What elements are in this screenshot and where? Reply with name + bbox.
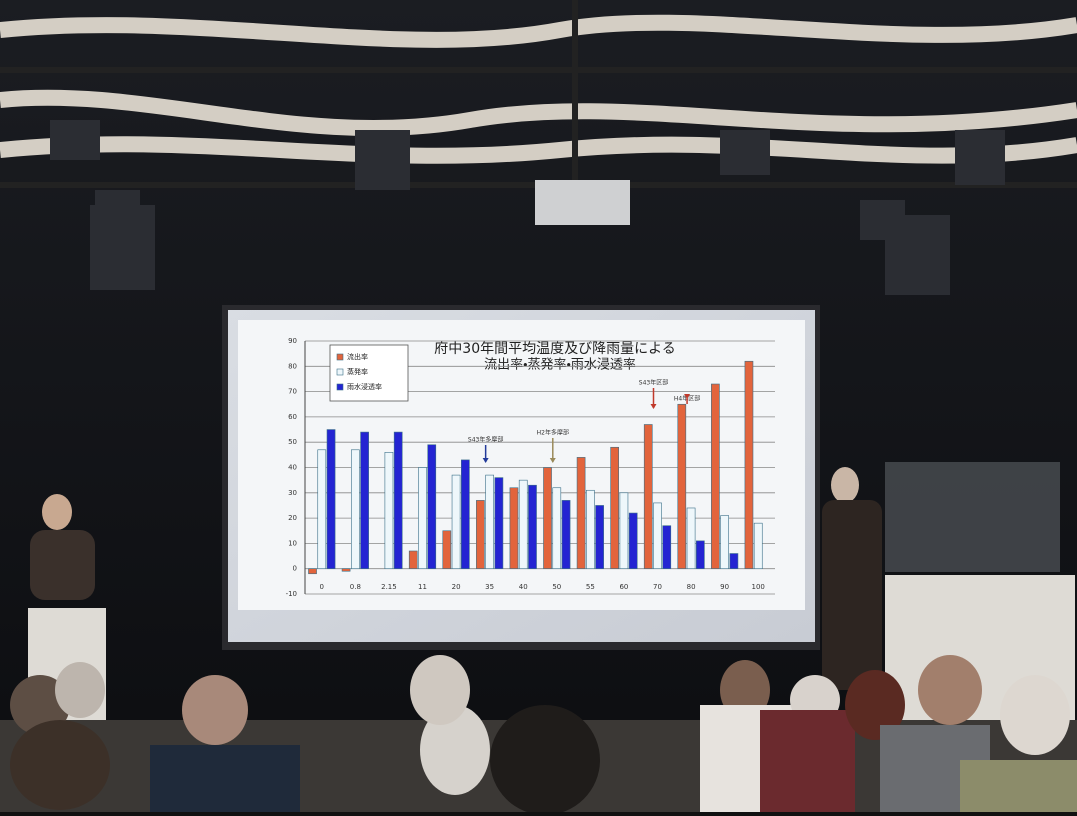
x-tick-label: 2.15 <box>381 583 397 591</box>
bar <box>553 488 561 569</box>
bar <box>577 457 585 568</box>
legend-label: 流出率 <box>347 352 368 361</box>
legend-label: 雨水浸透率 <box>347 382 382 391</box>
bar <box>361 432 369 569</box>
bar <box>452 475 460 569</box>
bar <box>678 404 686 568</box>
bar <box>394 432 402 569</box>
x-tick-label: 60 <box>619 583 628 591</box>
x-tick-label: 100 <box>752 583 765 591</box>
x-tick-label: 11 <box>418 583 427 591</box>
legend-label: 蒸発率 <box>347 367 368 376</box>
x-tick-label: 70 <box>653 583 662 591</box>
x-tick-label: 35 <box>485 583 494 591</box>
x-tick-label: 55 <box>586 583 595 591</box>
legend-swatch <box>337 369 343 375</box>
chart-title: 府中30年間平均温度及び降雨量による <box>434 341 675 357</box>
y-tick-label: 50 <box>288 438 297 446</box>
bar <box>696 541 704 569</box>
y-tick-label: 90 <box>288 337 297 345</box>
legend-swatch <box>337 354 343 360</box>
annotation: S43年多摩部 <box>468 436 503 444</box>
bar <box>562 500 570 568</box>
bar <box>663 526 671 569</box>
y-tick-label: -10 <box>286 590 297 598</box>
scene: 府中30年間平均温度及び降雨量による 流出率・蒸発率・雨水浸透率 -10 0 10 2… <box>0 0 1077 812</box>
y-tick-label: 10 <box>288 539 297 547</box>
bar <box>418 468 426 569</box>
bar <box>486 475 494 569</box>
annotation: S43年区部 <box>639 379 668 387</box>
x-tick-label: 90 <box>720 583 729 591</box>
bar <box>495 478 503 569</box>
bar <box>596 505 604 568</box>
bar <box>409 551 417 569</box>
x-tick-label: 0.8 <box>350 583 361 591</box>
bar <box>327 430 335 569</box>
bar <box>644 424 652 568</box>
legend-swatch <box>337 384 343 390</box>
bar <box>721 516 729 569</box>
chart-subtitle: 流出率・蒸発率・雨水浸透率 <box>484 358 636 373</box>
bar <box>443 531 451 569</box>
y-tick-label: 60 <box>288 413 297 421</box>
bar <box>730 554 738 569</box>
annotation: H2年多摩部 <box>537 429 569 437</box>
bar <box>351 450 359 569</box>
bar <box>653 503 661 569</box>
bar <box>543 468 551 569</box>
x-tick-label: 0 <box>320 583 324 591</box>
bar <box>510 488 518 569</box>
y-tick-label: 30 <box>288 489 297 497</box>
page: 府中30年間平均温度及び降雨量による 流出率・蒸発率・雨水浸透率 -10 0 10 2… <box>0 0 1077 812</box>
y-tick-label: 80 <box>288 362 297 370</box>
bar <box>687 508 695 569</box>
bar <box>308 569 316 574</box>
bar <box>476 500 484 568</box>
bar <box>611 447 619 568</box>
bar <box>754 523 762 569</box>
x-tick-label: 40 <box>519 583 528 591</box>
bar <box>528 485 536 568</box>
x-tick-label: 50 <box>552 583 561 591</box>
y-tick-label: 40 <box>288 464 297 472</box>
bar <box>342 569 350 572</box>
bar <box>385 452 393 568</box>
bar <box>711 384 719 569</box>
bar <box>629 513 637 569</box>
y-tick-label: 20 <box>288 514 297 522</box>
bar <box>428 445 436 569</box>
y-tick-label: 70 <box>288 388 297 396</box>
bar <box>461 460 469 569</box>
bar <box>586 490 594 568</box>
x-tick-label: 20 <box>452 583 461 591</box>
x-tick-label: 80 <box>687 583 696 591</box>
bar <box>318 450 326 569</box>
bar <box>519 480 527 569</box>
y-tick-label: 0 <box>293 565 297 573</box>
bar <box>620 493 628 569</box>
bar <box>745 361 753 568</box>
